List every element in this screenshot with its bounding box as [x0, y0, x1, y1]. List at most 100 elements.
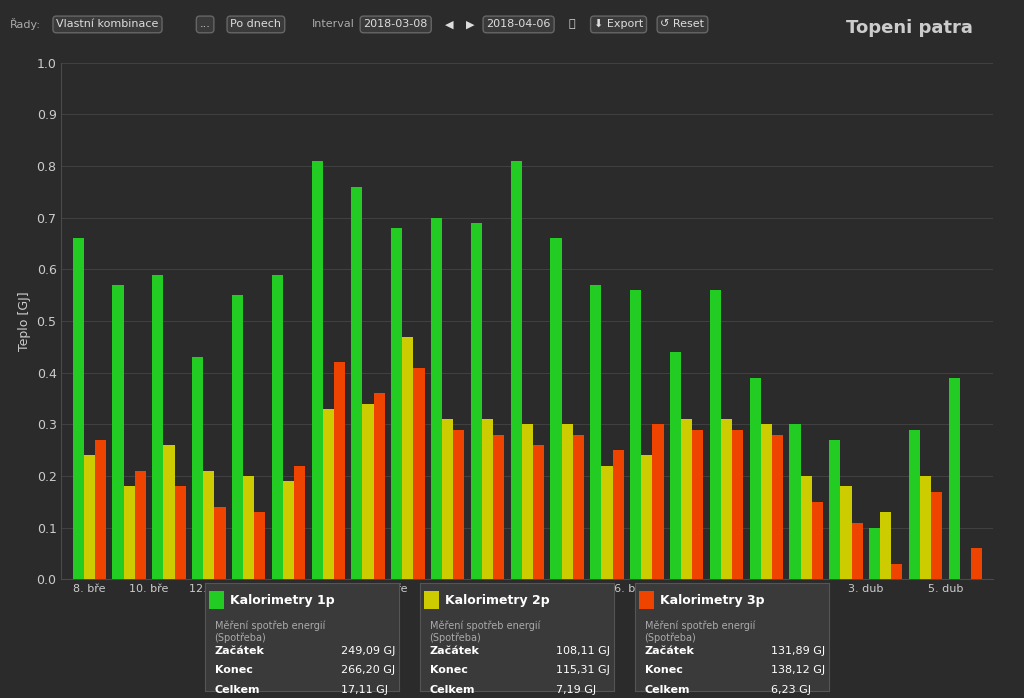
Bar: [732, 429, 743, 579]
Bar: [494, 435, 504, 579]
Bar: [812, 502, 823, 579]
Bar: [750, 378, 761, 579]
Bar: [135, 471, 145, 579]
Bar: [869, 528, 881, 579]
Bar: [113, 285, 124, 579]
Bar: [829, 440, 841, 579]
Bar: [471, 223, 482, 579]
Bar: [670, 352, 681, 579]
Bar: [424, 591, 439, 609]
Bar: [174, 487, 185, 579]
Bar: [271, 274, 283, 579]
Bar: [561, 424, 572, 579]
Text: Konec: Konec: [645, 665, 682, 675]
Bar: [522, 424, 532, 579]
Bar: [948, 378, 959, 579]
Text: Začátek: Začátek: [430, 646, 479, 655]
Text: Po dnech: Po dnech: [230, 20, 282, 29]
Text: Konec: Konec: [215, 665, 252, 675]
Text: Celkem: Celkem: [430, 685, 475, 695]
Text: 2018-03-08: 2018-03-08: [364, 20, 428, 29]
Bar: [801, 476, 812, 579]
Bar: [641, 455, 652, 579]
Text: ◀: ◀: [445, 20, 454, 29]
Bar: [442, 419, 454, 579]
Bar: [214, 507, 225, 579]
Bar: [852, 523, 862, 579]
Text: Měření spotřeb energií
(Spotřeba): Měření spotřeb energií (Spotřeba): [215, 621, 325, 644]
Bar: [243, 476, 254, 579]
Bar: [692, 429, 703, 579]
Text: 131,89 GJ: 131,89 GJ: [771, 646, 825, 655]
Bar: [203, 471, 214, 579]
Text: 108,11 GJ: 108,11 GJ: [556, 646, 610, 655]
Bar: [920, 476, 931, 579]
Bar: [431, 218, 442, 579]
Text: Konec: Konec: [430, 665, 467, 675]
Y-axis label: Teplo [GJ]: Teplo [GJ]: [18, 291, 31, 351]
Bar: [414, 368, 425, 579]
Text: Kalorimetry 3p: Kalorimetry 3p: [660, 593, 765, 607]
Bar: [639, 591, 654, 609]
Bar: [351, 187, 362, 579]
Bar: [681, 419, 692, 579]
Bar: [334, 362, 345, 579]
Bar: [209, 591, 224, 609]
Bar: [891, 564, 902, 579]
Bar: [652, 424, 664, 579]
Bar: [532, 445, 544, 579]
Text: Měření spotřeb energií
(Spotřeba): Měření spotřeb energií (Spotřeba): [430, 621, 540, 644]
Text: Měření spotřeb energií
(Spotřeba): Měření spotřeb energií (Spotřeba): [645, 621, 755, 644]
Bar: [551, 239, 561, 579]
Bar: [153, 274, 164, 579]
Bar: [761, 424, 772, 579]
Bar: [391, 228, 402, 579]
Bar: [294, 466, 305, 579]
Text: Celkem: Celkem: [215, 685, 260, 695]
Text: ⬇ Export: ⬇ Export: [594, 20, 643, 29]
Text: 249,09 GJ: 249,09 GJ: [341, 646, 395, 655]
Bar: [772, 435, 783, 579]
Bar: [95, 440, 106, 579]
Bar: [231, 295, 243, 579]
Text: 115,31 GJ: 115,31 GJ: [556, 665, 610, 675]
Bar: [601, 466, 612, 579]
Text: ...: ...: [200, 20, 211, 29]
Bar: [909, 429, 920, 579]
Bar: [323, 409, 334, 579]
Bar: [164, 445, 174, 579]
Text: 266,20 GJ: 266,20 GJ: [341, 665, 395, 675]
Bar: [124, 487, 135, 579]
Bar: [454, 429, 465, 579]
Bar: [931, 491, 942, 579]
Text: ▶: ▶: [466, 20, 474, 29]
Bar: [482, 419, 494, 579]
Text: 2018-04-06: 2018-04-06: [486, 20, 551, 29]
Text: Začátek: Začátek: [645, 646, 694, 655]
Bar: [630, 290, 641, 579]
Bar: [721, 419, 732, 579]
Bar: [612, 450, 624, 579]
Bar: [971, 549, 982, 579]
Text: 138,12 GJ: 138,12 GJ: [771, 665, 825, 675]
Text: ⏭: ⏭: [568, 20, 574, 29]
Text: Interval: Interval: [312, 20, 355, 29]
Text: ↺ Reset: ↺ Reset: [660, 20, 705, 29]
Text: 7,19 GJ: 7,19 GJ: [556, 685, 596, 695]
Bar: [362, 403, 374, 579]
Bar: [590, 285, 601, 579]
Bar: [841, 487, 852, 579]
Bar: [572, 435, 584, 579]
Text: Topeni patra: Topeni patra: [846, 19, 973, 37]
Text: Kalorimetry 1p: Kalorimetry 1p: [230, 593, 335, 607]
Text: 6,23 GJ: 6,23 GJ: [771, 685, 811, 695]
Bar: [73, 239, 84, 579]
Bar: [881, 512, 891, 579]
Bar: [511, 161, 522, 579]
Bar: [283, 481, 294, 579]
Text: Celkem: Celkem: [645, 685, 690, 695]
Bar: [374, 394, 385, 579]
Bar: [254, 512, 265, 579]
Text: Začátek: Začátek: [215, 646, 264, 655]
Text: Řady:: Řady:: [10, 18, 41, 31]
